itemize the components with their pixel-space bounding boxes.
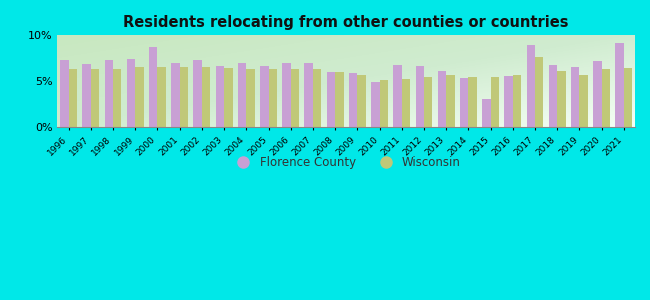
- Bar: [83, 64, 91, 127]
- Title: Residents relocating from other counties or countries: Residents relocating from other counties…: [124, 15, 569, 30]
- Bar: [194, 60, 202, 127]
- Bar: [437, 71, 446, 127]
- Bar: [260, 66, 268, 127]
- Bar: [313, 69, 321, 127]
- Bar: [579, 75, 588, 127]
- Bar: [216, 67, 224, 127]
- Bar: [549, 64, 557, 127]
- Bar: [127, 59, 135, 127]
- Bar: [291, 69, 299, 127]
- Bar: [238, 63, 246, 127]
- Legend: Florence County, Wisconsin: Florence County, Wisconsin: [227, 152, 465, 174]
- Bar: [304, 63, 313, 127]
- Bar: [602, 69, 610, 127]
- Bar: [513, 75, 521, 127]
- Bar: [415, 67, 424, 127]
- Bar: [335, 72, 344, 127]
- Bar: [482, 98, 491, 127]
- Bar: [60, 60, 69, 127]
- Bar: [69, 69, 77, 127]
- Bar: [624, 68, 632, 127]
- Bar: [157, 68, 166, 127]
- Bar: [535, 57, 543, 127]
- Bar: [616, 43, 624, 127]
- Bar: [460, 78, 469, 127]
- Bar: [91, 69, 99, 127]
- Bar: [371, 82, 380, 127]
- Bar: [113, 69, 122, 127]
- Bar: [526, 45, 535, 127]
- Bar: [202, 68, 211, 127]
- Bar: [402, 79, 410, 127]
- Bar: [424, 77, 432, 127]
- Bar: [327, 72, 335, 127]
- Bar: [593, 61, 602, 127]
- Bar: [491, 77, 499, 127]
- Bar: [358, 75, 366, 127]
- Bar: [557, 71, 566, 127]
- Bar: [469, 77, 477, 127]
- Bar: [349, 73, 358, 127]
- Bar: [282, 63, 291, 127]
- Bar: [246, 69, 255, 127]
- Bar: [179, 68, 188, 127]
- Bar: [571, 68, 579, 127]
- Bar: [105, 60, 113, 127]
- Bar: [171, 63, 179, 127]
- Bar: [224, 68, 233, 127]
- Bar: [149, 47, 157, 127]
- Bar: [268, 69, 277, 127]
- Bar: [393, 64, 402, 127]
- Bar: [504, 76, 513, 127]
- Bar: [135, 68, 144, 127]
- Bar: [380, 80, 388, 127]
- Bar: [446, 75, 454, 127]
